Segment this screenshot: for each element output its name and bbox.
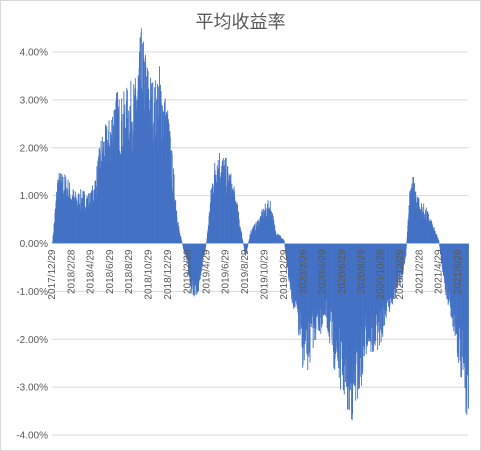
bar bbox=[468, 243, 469, 409]
y-tick-label: -4.00% bbox=[16, 431, 48, 442]
bar bbox=[283, 240, 285, 244]
bar bbox=[205, 243, 207, 246]
y-tick-label: -2.00% bbox=[16, 335, 48, 346]
y-tick-label: -3.00% bbox=[16, 383, 48, 394]
x-tick-label: 2021/6/29 bbox=[453, 249, 464, 294]
bar bbox=[242, 241, 244, 244]
x-tick-label: 2019/6/29 bbox=[221, 249, 232, 294]
x-tick-label: 2020/8/29 bbox=[356, 249, 367, 294]
bar bbox=[181, 241, 183, 244]
x-tick-label: 2018/12/29 bbox=[163, 249, 174, 299]
x-tick-label: 2018/2/28 bbox=[66, 249, 77, 294]
y-tick-label: 0.00% bbox=[20, 239, 48, 250]
x-tick-label: 2020/10/29 bbox=[376, 249, 387, 299]
bar bbox=[406, 243, 407, 245]
y-tick-label: -1.00% bbox=[16, 287, 48, 298]
chart-title: 平均收益率 bbox=[195, 12, 286, 33]
x-axis-ticks: 2017/12/29 2018/2/28 2018/4/29 2018/6/29 201… bbox=[47, 249, 464, 299]
bar bbox=[242, 239, 244, 244]
bar bbox=[247, 243, 249, 247]
bar bbox=[405, 243, 407, 249]
x-tick-label: 2019/4/29 bbox=[201, 249, 212, 294]
x-tick-label: 2017/12/29 bbox=[47, 249, 58, 299]
y-tick-label: 2.00% bbox=[20, 143, 48, 154]
x-tick-label: 2018/8/29 bbox=[124, 249, 135, 294]
y-tick-label: 1.00% bbox=[20, 191, 48, 202]
x-tick-label: 2019/10/29 bbox=[259, 249, 270, 299]
y-tick-label: 3.00% bbox=[20, 95, 48, 106]
x-tick-label: 2021/4/29 bbox=[434, 249, 445, 294]
x-tick-label: 2019/2/28 bbox=[182, 249, 193, 294]
x-tick-label: 2020/4/29 bbox=[318, 249, 329, 294]
x-tick-label: 2019/8/29 bbox=[240, 249, 251, 294]
x-tick-label: 2018/4/29 bbox=[85, 249, 96, 294]
bar-series bbox=[52, 28, 469, 420]
bar bbox=[205, 243, 206, 248]
x-tick-label: 2018/6/29 bbox=[105, 249, 116, 294]
x-tick-label: 2019/12/29 bbox=[279, 249, 290, 299]
x-tick-label: 2020/12/29 bbox=[395, 249, 406, 299]
bar bbox=[438, 240, 440, 244]
bar bbox=[405, 243, 407, 256]
x-tick-label: 2018/10/29 bbox=[144, 249, 155, 299]
x-tick-label: 2020/2/29 bbox=[299, 249, 310, 294]
x-tick-label: 2021/2/28 bbox=[414, 249, 425, 294]
y-axis-ticks: 4.00% 3.00% 2.00% 1.00% 0.00% -1.00% -2.00% -3.… bbox=[16, 48, 48, 442]
y-tick-label: 4.00% bbox=[20, 48, 48, 59]
gridlines bbox=[52, 51, 468, 436]
x-tick-label: 2020/6/29 bbox=[337, 249, 348, 294]
